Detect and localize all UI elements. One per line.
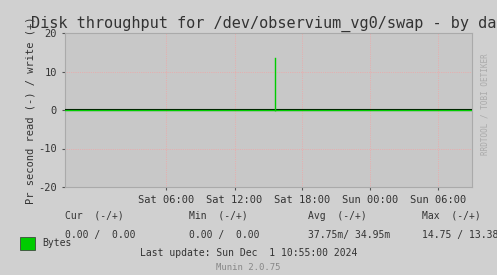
Text: 0.00 /  0.00: 0.00 / 0.00	[65, 230, 135, 240]
Text: Bytes: Bytes	[42, 238, 72, 248]
Text: RRDTOOL / TOBI OETIKER: RRDTOOL / TOBI OETIKER	[481, 54, 490, 155]
Text: 14.75 / 13.38: 14.75 / 13.38	[422, 230, 497, 240]
Text: Avg  (-/+): Avg (-/+)	[308, 211, 367, 221]
Text: Min  (-/+): Min (-/+)	[189, 211, 248, 221]
Y-axis label: Pr second read (-) / write (+): Pr second read (-) / write (+)	[25, 16, 35, 204]
Text: Cur  (-/+): Cur (-/+)	[65, 211, 123, 221]
Text: 37.75m/ 34.95m: 37.75m/ 34.95m	[308, 230, 390, 240]
Title: Disk throughput for /dev/observium_vg0/swap - by day: Disk throughput for /dev/observium_vg0/s…	[31, 15, 497, 32]
Text: Max  (-/+): Max (-/+)	[422, 211, 481, 221]
Text: 0.00 /  0.00: 0.00 / 0.00	[189, 230, 259, 240]
Text: Last update: Sun Dec  1 10:55:00 2024: Last update: Sun Dec 1 10:55:00 2024	[140, 248, 357, 258]
Text: Munin 2.0.75: Munin 2.0.75	[216, 263, 281, 272]
